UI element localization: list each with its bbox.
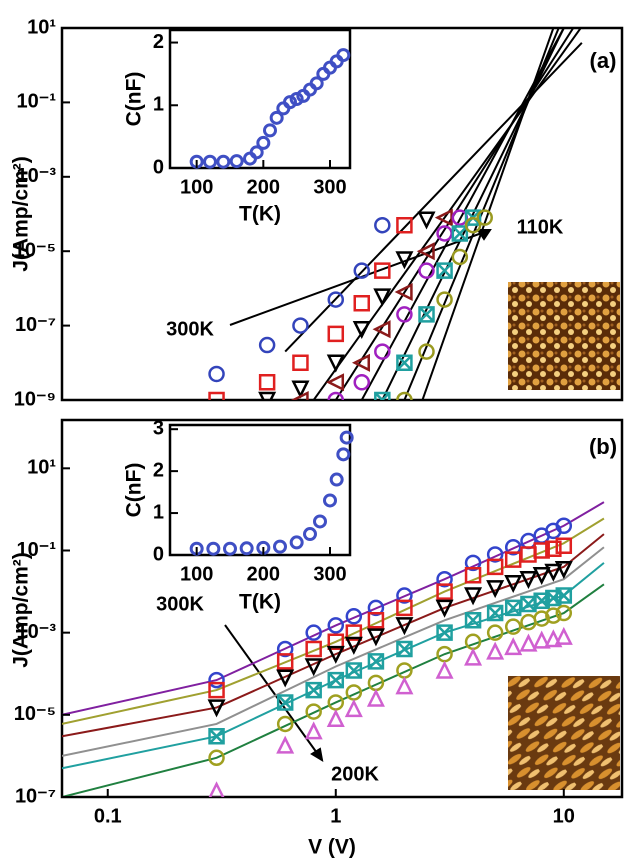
data-point [506, 640, 520, 654]
data-point [260, 375, 274, 389]
data-point [329, 327, 343, 341]
y-tick-label: 2 [153, 31, 164, 53]
x-tick-label: 200 [247, 563, 280, 585]
data-point [347, 702, 361, 716]
data-point [453, 226, 467, 240]
y-axis-label: J(Amp/cm²) [10, 156, 33, 272]
data-point [506, 620, 520, 634]
data-point [466, 650, 480, 664]
x-tick-label: 100 [180, 176, 213, 198]
data-point [355, 296, 369, 310]
annotation: 300K [156, 593, 204, 615]
data-point [278, 738, 292, 752]
y-axis-label: J(Amp/cm²) [10, 552, 33, 668]
data-point [506, 601, 520, 615]
data-point [420, 213, 434, 227]
annotation: (b) [589, 434, 617, 459]
y-axis-label: C(nF) [123, 463, 146, 518]
y-tick-label: 3 [153, 417, 164, 439]
y-tick-label: 10¹ [27, 457, 56, 479]
x-tick-label: 200 [247, 176, 280, 198]
y-tick-label: 0 [153, 543, 164, 565]
afm-image [508, 282, 620, 390]
data-point [521, 615, 535, 629]
data-point [355, 375, 369, 389]
y-tick-label: 2 [153, 459, 164, 481]
data-point [329, 673, 343, 687]
y-tick-label: 10¹ [27, 16, 56, 38]
y-tick-label: 10⁻⁷ [15, 314, 56, 336]
data-point [307, 683, 321, 697]
data-point [293, 356, 307, 370]
inset-frame [170, 425, 350, 555]
x-tick-label: 300 [313, 176, 346, 198]
data-point [438, 626, 452, 640]
data-point [557, 630, 571, 644]
data-point [260, 338, 274, 352]
x-tick-label: 1 [330, 805, 341, 827]
data-point [355, 322, 369, 336]
y-tick-label: 1 [153, 94, 164, 116]
data-point [521, 597, 535, 611]
data-point [438, 663, 452, 677]
data-point [375, 218, 389, 232]
x-tick-label: 300 [313, 563, 346, 585]
afm-image [508, 676, 620, 790]
data-point [488, 644, 502, 658]
y-tick-label: 10⁻¹ [17, 91, 57, 113]
annotation: 200K [331, 763, 379, 785]
data-point [293, 319, 307, 333]
data-point [210, 367, 224, 381]
y-tick-label: 10⁻⁹ [14, 388, 56, 410]
x-tick-label: 100 [180, 563, 213, 585]
data-point [466, 613, 480, 627]
annotation: (a) [590, 48, 617, 73]
y-tick-label: 1 [153, 501, 164, 523]
x-tick-label: 10 [553, 805, 575, 827]
data-point [307, 705, 321, 719]
data-point [397, 218, 411, 232]
figure: 10¹10⁻¹10⁻³10⁻⁵10⁻⁷10⁻⁹J(Amp/cm²)(a)300K… [0, 0, 632, 862]
data-point [557, 589, 571, 603]
data-point [307, 724, 321, 738]
y-tick-label: 10⁻⁷ [15, 785, 56, 807]
data-point [397, 679, 411, 693]
data-point [438, 264, 452, 278]
annotation: 300K [166, 318, 214, 340]
x-axis-label: T(K) [239, 203, 281, 226]
x-axis-label: T(K) [239, 591, 281, 614]
x-axis-label: V (V) [308, 836, 356, 859]
y-axis-label: C(nF) [123, 72, 146, 127]
data-point [369, 691, 383, 705]
annotation: 110K [517, 216, 564, 238]
y-tick-label: 0 [153, 156, 164, 178]
data-point [329, 712, 343, 726]
x-tick-label: 0.1 [94, 805, 122, 827]
y-tick-label: 10⁻⁵ [14, 703, 56, 725]
